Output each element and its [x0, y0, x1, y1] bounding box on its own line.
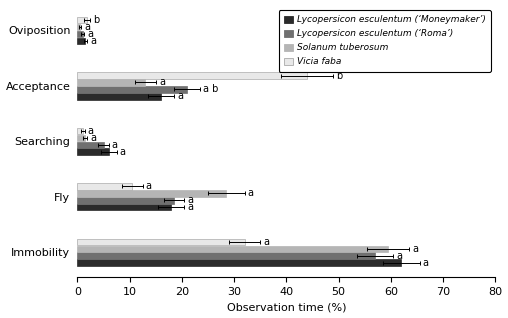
Text: a: a	[187, 195, 194, 205]
Legend: Lycopersicon esculentum (‘Moneymaker’), Lycopersicon esculentum (‘Roma’), Solanu: Lycopersicon esculentum (‘Moneymaker’), …	[278, 10, 491, 72]
Bar	[77, 93, 161, 100]
Text: a: a	[88, 126, 94, 136]
Text: a: a	[423, 258, 429, 267]
X-axis label: Observation time (%): Observation time (%)	[227, 302, 346, 313]
Bar	[77, 183, 132, 190]
Text: a: a	[87, 29, 93, 39]
Bar	[77, 259, 401, 266]
Bar	[77, 204, 171, 211]
Text: a: a	[90, 133, 97, 143]
Bar	[77, 245, 388, 252]
Bar	[77, 17, 87, 24]
Bar	[77, 86, 187, 93]
Bar	[77, 24, 80, 30]
Bar	[77, 135, 85, 141]
Text: a: a	[90, 36, 96, 46]
Text: a: a	[120, 147, 125, 157]
Text: a: a	[187, 202, 194, 212]
Text: a: a	[84, 22, 90, 32]
Bar	[77, 197, 174, 204]
Bar	[77, 72, 307, 79]
Text: a: a	[412, 244, 418, 254]
Bar	[77, 238, 244, 245]
Bar	[77, 79, 145, 86]
Bar	[77, 31, 83, 37]
Bar	[77, 38, 85, 44]
Bar	[77, 142, 104, 148]
Bar	[77, 128, 83, 134]
Text: a: a	[397, 251, 403, 261]
Text: b: b	[93, 15, 99, 25]
Bar	[77, 190, 226, 197]
Text: a: a	[248, 188, 253, 198]
Bar	[77, 149, 109, 155]
Text: a: a	[177, 91, 183, 101]
Text: a: a	[159, 78, 165, 87]
Text: a b: a b	[203, 84, 218, 94]
Text: a: a	[263, 237, 269, 247]
Text: b: b	[336, 71, 343, 80]
Text: a: a	[112, 140, 118, 150]
Text: a: a	[146, 182, 152, 191]
Bar	[77, 252, 375, 259]
